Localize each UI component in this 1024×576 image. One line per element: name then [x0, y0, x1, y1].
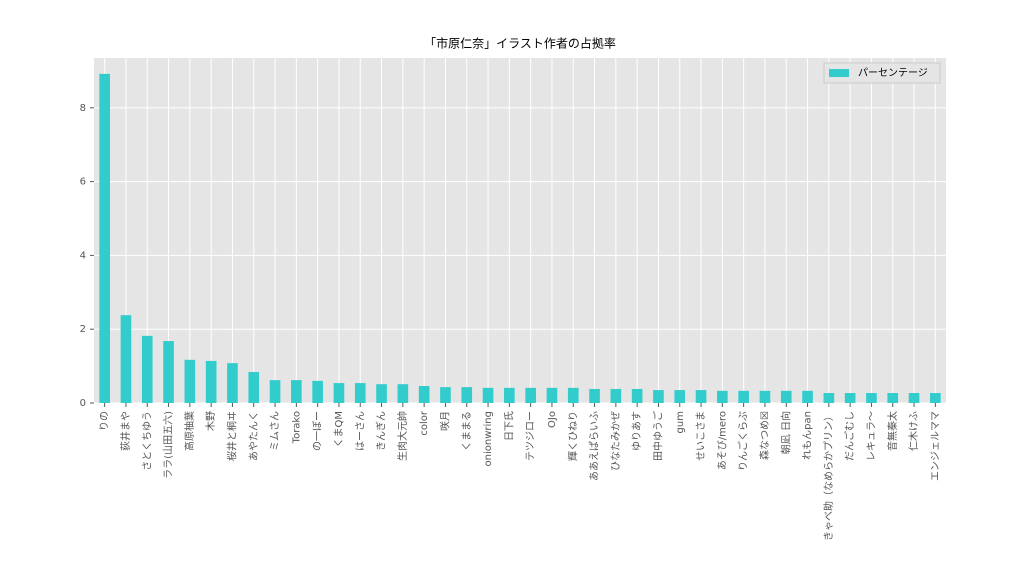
x-tick-label: 高原柚葉	[183, 411, 196, 451]
x-tick-label: ああえぱらいふ	[589, 411, 601, 481]
x-tick-label: OJo	[547, 411, 558, 428]
bar	[589, 388, 600, 403]
x-tick-label: ゆりあす	[631, 411, 643, 451]
x-tick-label: Torako	[291, 411, 302, 444]
y-tick-label: 8	[80, 103, 86, 114]
x-tick-label: りんごくらぶ	[737, 411, 750, 471]
x-tick-label: テツジロー	[526, 411, 537, 461]
legend-label: パーセンテージ	[858, 67, 928, 79]
bar	[546, 387, 558, 403]
y-tick-label: 6	[80, 177, 86, 188]
bar	[333, 383, 345, 403]
x-tick-label: 木野	[205, 411, 217, 431]
x-tick-label: きゃべ助（なめらかプリン）	[822, 411, 835, 541]
x-tick-label: 森なつめ☒	[758, 411, 771, 460]
x-tick-label: 仁木けふ	[908, 411, 920, 451]
bar	[163, 341, 174, 403]
bar	[248, 372, 260, 403]
bar	[653, 390, 664, 403]
bar	[120, 315, 132, 403]
chart-title: 「市原仁奈」イラスト作者の占拠率	[424, 36, 616, 51]
x-tick-label: あそび/mero	[716, 411, 728, 470]
bar	[418, 386, 430, 403]
bar	[717, 390, 728, 403]
x-tick-label: 輝くひねり	[567, 411, 579, 461]
x-tick-label: あやたんく	[248, 411, 260, 461]
bar	[141, 335, 153, 403]
bar	[99, 73, 110, 404]
x-tick-label: gum	[675, 411, 686, 433]
plot-area	[94, 58, 946, 403]
bar	[397, 384, 409, 403]
x-tick-label: だんごむし	[843, 411, 856, 461]
x-tick-label: ララ(山田五六)	[163, 411, 175, 479]
bar	[866, 393, 877, 403]
bar	[440, 387, 451, 403]
x-tick-label: さとくちゆう	[141, 411, 153, 471]
x-tick-label: レキュラ〜	[865, 411, 877, 461]
x-tick-label: 日下氏	[503, 411, 515, 441]
bar	[908, 393, 920, 403]
bar	[567, 387, 579, 403]
bar	[525, 387, 536, 403]
bar	[610, 388, 622, 403]
x-tick-label: 田中ゆうご	[651, 411, 664, 461]
bar	[674, 390, 686, 403]
x-tick-label: ひなたみかぜ	[610, 411, 622, 471]
x-tick-label: 生肉大元帥	[396, 411, 409, 461]
bar	[695, 390, 707, 403]
bar	[823, 393, 835, 403]
bar	[844, 393, 856, 403]
x-tick-label: onionwring	[483, 411, 494, 466]
bar	[205, 360, 217, 403]
x-tick-label: color	[419, 410, 430, 436]
x-tick-label: れもんpan	[802, 411, 814, 460]
bar	[802, 390, 813, 403]
x-tick-label: くままる	[461, 411, 473, 451]
x-tick-label: ミムさん	[269, 411, 281, 451]
bar	[184, 359, 196, 403]
x-tick-label: くまQM	[333, 411, 345, 448]
y-tick-label: 4	[80, 250, 86, 261]
bar	[930, 393, 941, 403]
bar	[759, 390, 771, 403]
y-tick-label: 2	[80, 324, 86, 335]
x-tick-label: 荻井まや	[119, 411, 132, 451]
bar	[738, 390, 749, 403]
bar	[780, 390, 792, 403]
x-tick-label: 音無秦太	[886, 411, 899, 451]
bar	[269, 380, 281, 403]
x-tick-label: りの	[99, 411, 111, 431]
legend-swatch	[829, 69, 849, 77]
bar	[482, 387, 494, 403]
x-tick-label: 桜井と桐ヰ	[225, 411, 238, 461]
x-tick-label: 朝凪 日向	[779, 411, 792, 454]
bar	[291, 380, 302, 403]
bar	[461, 387, 473, 403]
x-tick-label: エンジェルママ	[930, 411, 941, 481]
x-tick-label: 咲月	[438, 411, 451, 431]
bar	[887, 393, 899, 403]
x-tick-label: せいこさま	[695, 411, 707, 461]
bar	[312, 380, 323, 403]
x-tick-label: はーさん	[354, 411, 366, 451]
bar	[504, 387, 515, 403]
bar	[376, 384, 387, 403]
x-tick-label: きんぎん	[375, 411, 388, 451]
y-tick-label: 0	[80, 398, 86, 409]
legend-box	[823, 62, 941, 84]
bar	[631, 388, 643, 403]
bar	[227, 363, 238, 403]
bar	[354, 383, 366, 403]
x-tick-label: の一ぼー	[312, 411, 324, 451]
